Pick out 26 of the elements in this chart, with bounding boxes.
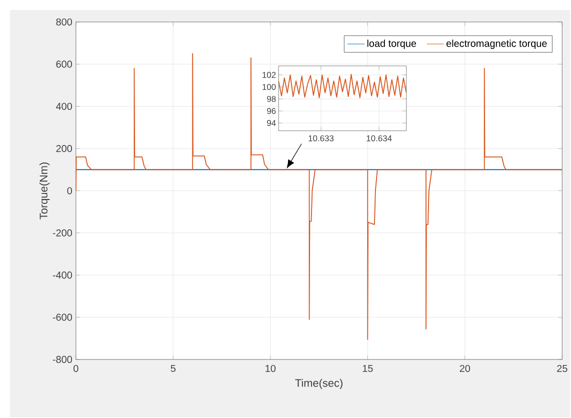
y-tick-label: 600 (56, 60, 72, 68)
y-tick-label: 102 (262, 72, 276, 78)
x-tick-label: 10 (266, 364, 276, 372)
x-tick-label: 15 (362, 364, 373, 372)
x-tick-label: 10.634 (366, 135, 392, 142)
y-tick-label: 200 (56, 144, 72, 152)
legend-label: load torque (367, 39, 416, 49)
y-tick-label: -600 (52, 314, 72, 321)
x-tick-label: 0 (74, 364, 78, 372)
y-tick-label: 400 (56, 102, 72, 110)
y-tick-label: -200 (52, 229, 72, 236)
x-tick-label: 10.633 (308, 135, 334, 142)
x-tick-label: 25 (557, 364, 568, 372)
y-tick-label: 100 (262, 84, 276, 90)
x-tick-label: 5 (170, 364, 176, 372)
y-tick-label: 98 (267, 96, 276, 102)
y-tick-label: -400 (52, 271, 72, 278)
y-axis-title: Torque(Nm) (39, 162, 50, 220)
legend-label: electromagnetic torque (446, 39, 547, 49)
x-axis-title: Time(sec) (295, 378, 342, 389)
y-tick-label: -800 (52, 356, 72, 363)
y-tick-label: 96 (267, 108, 276, 114)
y-tick-label: 94 (267, 120, 276, 126)
y-tick-label: 800 (56, 18, 72, 26)
x-tick-label: 20 (460, 364, 470, 372)
y-tick-label: 0 (67, 187, 72, 194)
